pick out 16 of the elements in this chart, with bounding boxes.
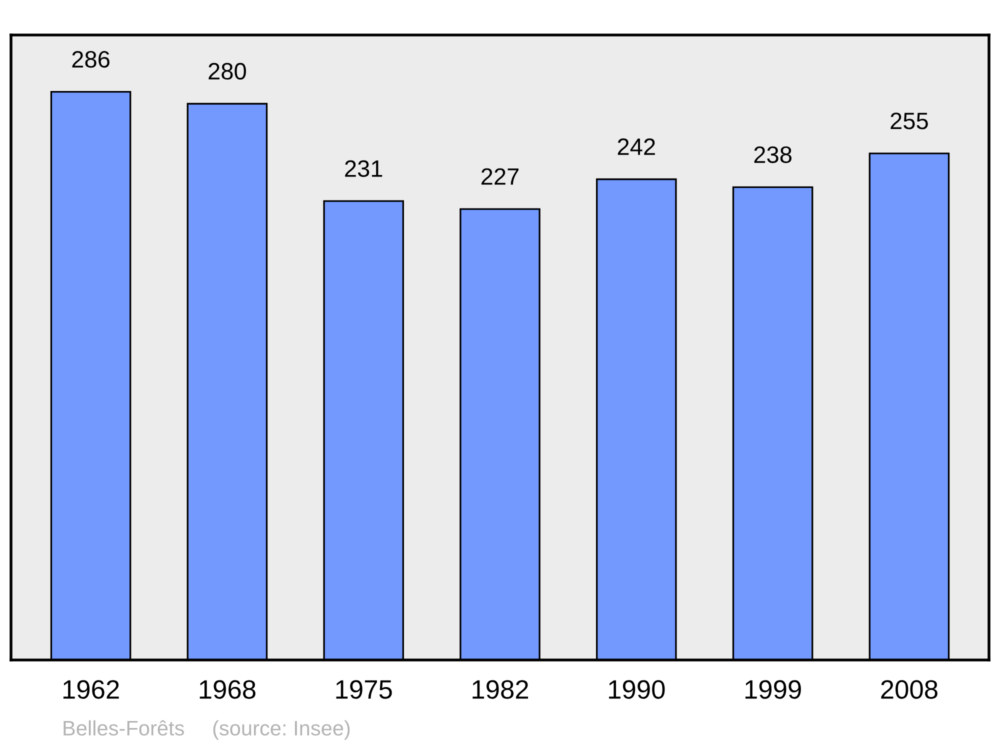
text: (source: Insee) [213, 720, 350, 740]
data-label: 238 [754, 146, 792, 164]
x-tick-label: 1975 [336, 680, 392, 699]
x-tick-label: 1990 [609, 680, 665, 699]
text: Belles-Forêts [64, 720, 184, 736]
x-tick-label: 1968 [200, 680, 256, 699]
data-label: 255 [890, 112, 928, 130]
data-label: 286 [72, 50, 110, 68]
data-label: 280 [208, 62, 246, 80]
data-label: 231 [345, 160, 382, 177]
data-label: 242 [618, 138, 655, 155]
x-tick-label: 1982 [472, 680, 528, 699]
data-label: 227 [481, 168, 519, 185]
x-tick-label: 1999 [745, 680, 801, 699]
x-tick-label: 1962 [63, 680, 119, 699]
x-tick-label: 2008 [881, 680, 938, 699]
